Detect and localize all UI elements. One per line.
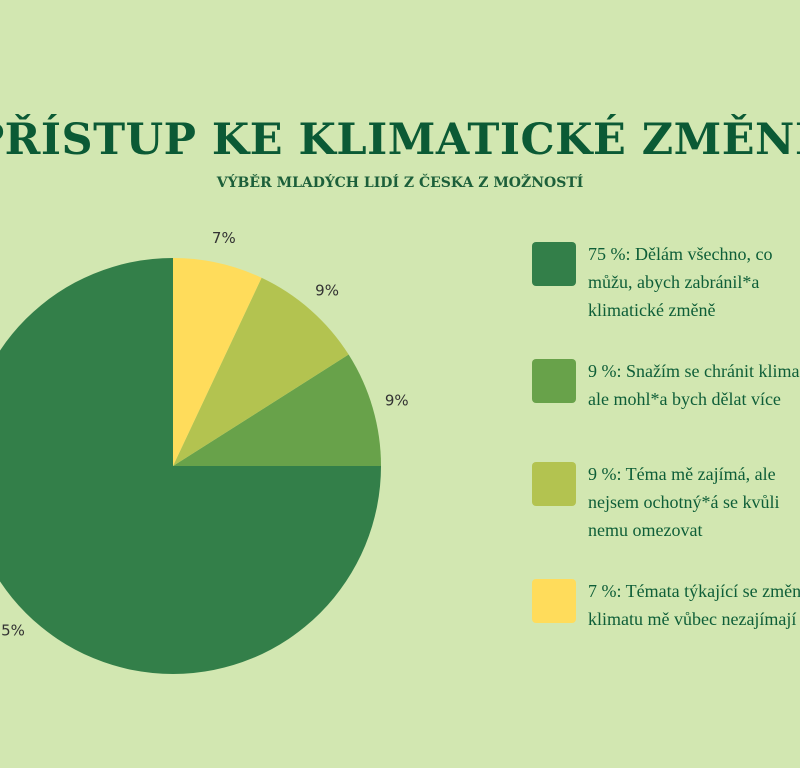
pie-labels: 75% 9% 9% 7% [0, 229, 409, 639]
chart-subtitle: VÝBĚR MLADÝCH LIDÍ Z ČESKA Z MOŽNOSTÍ [216, 175, 584, 191]
legend: 75 %: Dělám všechno, co můžu, abych zabr… [532, 240, 800, 650]
legend-label: 75 %: Dělám všechno, co můžu, abych zabr… [588, 244, 773, 320]
legend-swatch [532, 359, 576, 403]
legend-label: 9 %: Téma mě zajímá, ale nejsem ochotný*… [588, 464, 780, 540]
pie-slice [173, 354, 381, 466]
pie-data-label: 75% [0, 621, 25, 639]
pie-slices [0, 258, 381, 674]
legend-swatch [532, 579, 576, 623]
pie-slice [173, 277, 349, 466]
chart-title: PŘÍSTUP KE KLIMATICKÉ ZMĚNĚ [0, 115, 800, 165]
legend-swatch [532, 242, 576, 286]
pie-slice [0, 258, 381, 674]
legend-swatch [532, 462, 576, 506]
pie-data-label: 9% [385, 391, 409, 409]
pie-slice [173, 258, 262, 466]
legend-label: 9 %: Snažím se chránit klima, ale mohl*a… [588, 361, 800, 409]
legend-label: 7 %: Témata týkající se změny klimatu mě… [588, 581, 800, 629]
pie-data-label: 7% [212, 229, 236, 247]
pie-data-label: 9% [315, 282, 339, 300]
